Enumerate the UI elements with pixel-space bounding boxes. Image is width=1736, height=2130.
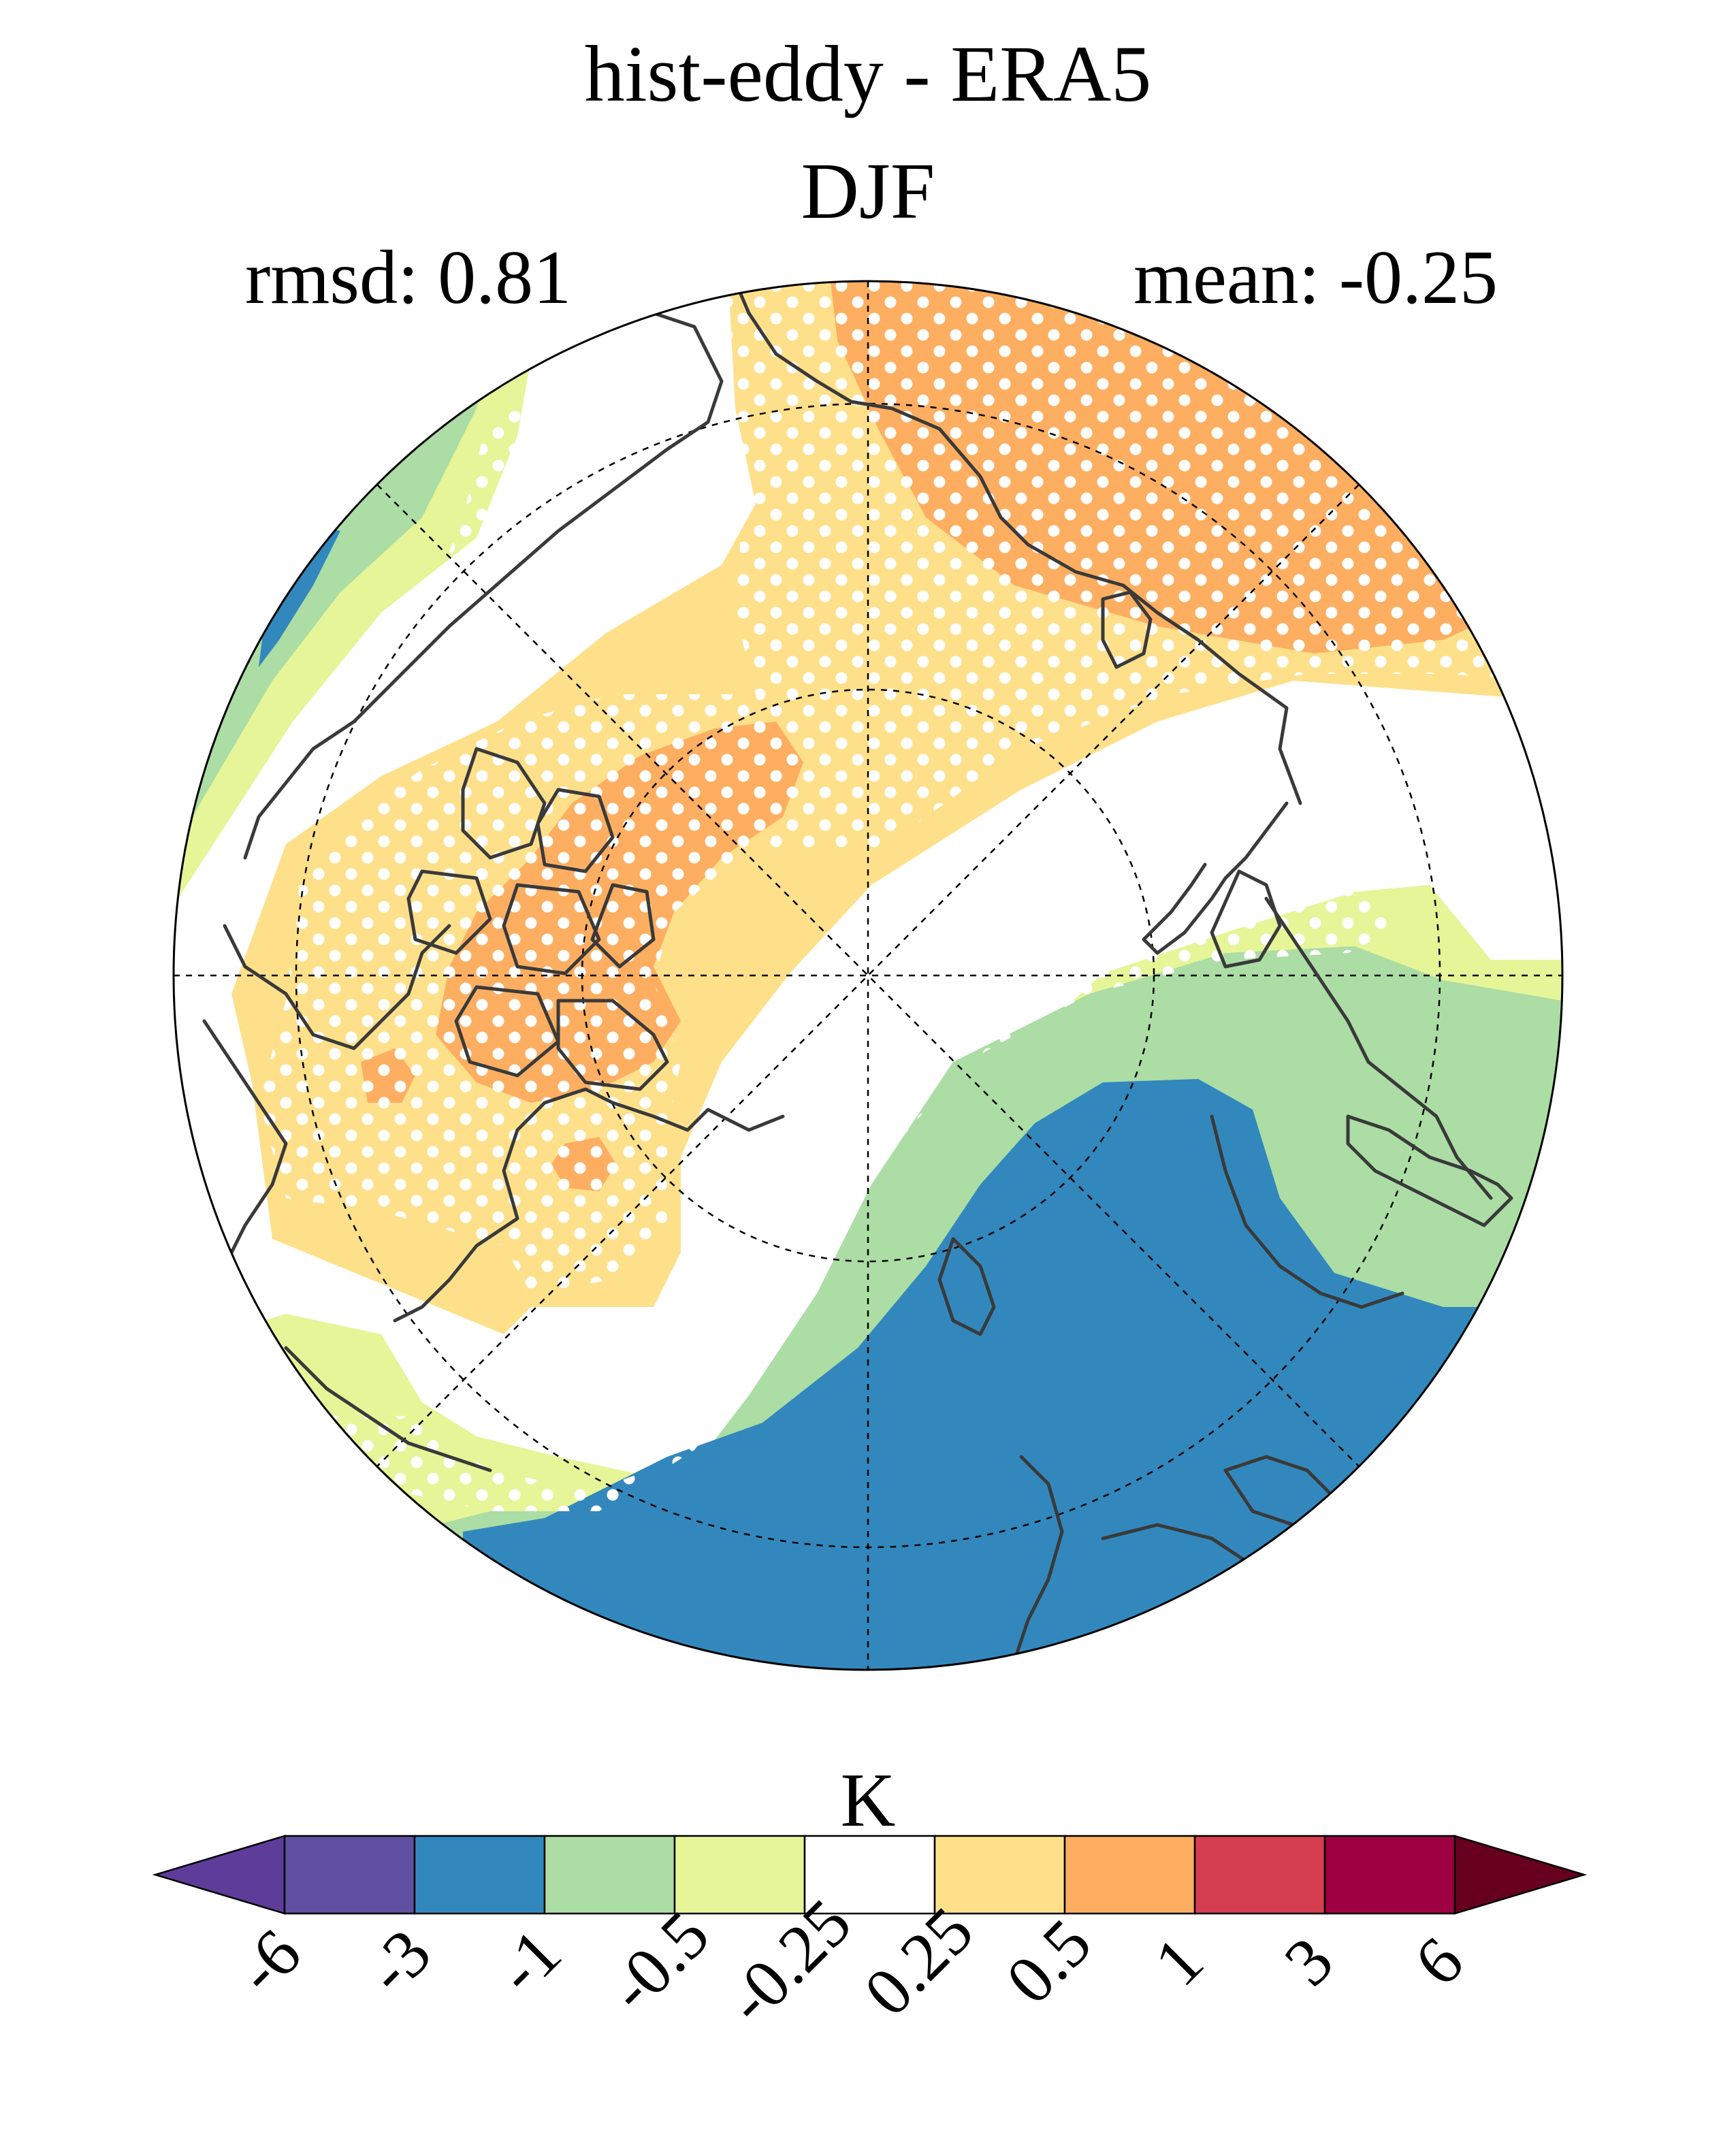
season-label: DJF [801, 146, 935, 236]
colorbar-cell [543, 1835, 676, 1915]
coastline-archipelago-5 [590, 883, 656, 969]
colorbar-cell [283, 1835, 416, 1915]
colorbar-cell [803, 1835, 936, 1915]
coastline-novaya-zemlya [1210, 869, 1282, 969]
colorbar-cell [673, 1835, 806, 1915]
coastline-mediterranean [1346, 1114, 1513, 1227]
coastline-asia-east [1210, 1114, 1404, 1309]
colorbar-tick-label: 0.5 [992, 1905, 1106, 2018]
coastline-svalbard [1101, 590, 1153, 669]
coastline-baffin [556, 999, 669, 1091]
colorbar-unit-label: K [841, 1758, 896, 1843]
coastline-alaska-south [284, 1346, 492, 1472]
rmsd-label: rmsd: 0.81 [245, 236, 571, 320]
stippling-green-arc [313, 885, 1402, 1511]
colorbar-tick-label: -3 [352, 1915, 445, 2008]
colorbar-tick-label: 1 [1140, 1922, 1217, 2000]
coastline-canada-north [243, 311, 724, 860]
map-title: hist-eddy - ERA5 [585, 29, 1151, 118]
graticule [174, 281, 1562, 1670]
meridian-diagonal-1 [376, 484, 1360, 1467]
coastline-archipelago-6 [454, 985, 560, 1078]
polar-map [174, 281, 1562, 1670]
coastline-archipelago-2 [536, 788, 615, 873]
coastline-scandinavia [1142, 801, 1289, 955]
colorbar-tick-label: -6 [222, 1915, 315, 2008]
colorbar-cell [1323, 1835, 1456, 1915]
colorbar-cells [152, 1835, 1588, 1915]
colorbar-extend-low [152, 1835, 286, 1915]
coastline-alaska-west [202, 1019, 288, 1268]
colorbar-tick-label: 6 [1400, 1922, 1477, 2000]
colorbar: K -6 -3 -1 -0.5-0.250.25 0.5 1 3 6 [152, 1758, 1588, 2038]
coastline-kamchatka [937, 1237, 996, 1336]
coastline-asia-south [1012, 1455, 1064, 1663]
stippling-upper-left-rim [436, 408, 545, 585]
coastline-archipelago-1 [461, 747, 547, 860]
colorbar-tick-label: 3 [1270, 1922, 1347, 2000]
coastline-archipelago-3 [406, 869, 492, 955]
coastline-archipelago-4 [502, 883, 601, 975]
map-boundary [172, 280, 1564, 1671]
coastline-greenland [393, 1087, 785, 1323]
colorbar-cell [1063, 1835, 1196, 1915]
colorbar-tick-label: -0.5 [594, 1897, 723, 2026]
colorbar-cell [933, 1835, 1066, 1915]
colorbar-extend-high [1453, 1835, 1588, 1915]
colorbar-cell [413, 1835, 546, 1915]
coastline-europe [1264, 897, 1493, 1200]
coastline-eurasia-top [733, 281, 1302, 805]
region-upper-left-blue [259, 517, 340, 667]
coastline-hudson-bay [223, 924, 451, 1050]
colorbar-tick-label: -1 [482, 1915, 575, 2008]
colorbar-cell [1193, 1835, 1326, 1915]
meridian-diagonal-2 [376, 484, 1360, 1467]
mean-label: mean: -0.25 [1134, 236, 1498, 320]
